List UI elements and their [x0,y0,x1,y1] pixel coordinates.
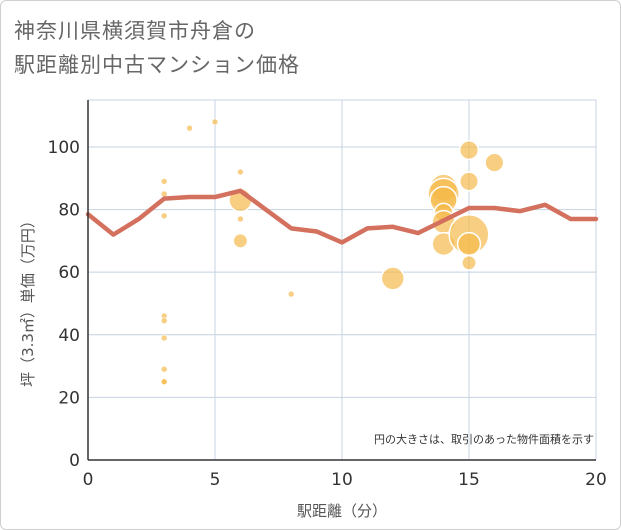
y-tick-label: 20 [58,388,80,408]
x-axis-title: 駅距離（分） [297,502,387,520]
data-bubble [160,178,168,185]
data-bubble [456,231,482,257]
data-bubble [160,334,168,342]
data-bubble [237,215,244,223]
x-tick-label: 15 [458,470,480,490]
data-bubble [186,124,193,132]
data-bubble [380,266,405,291]
x-tick-label: 20 [585,470,607,490]
size-note: 円の大きさは、取引のあった物件面積を示す [374,432,594,446]
data-bubble [232,232,249,249]
data-bubble [458,140,480,161]
y-tick-label: 80 [58,201,80,221]
grid-lines [88,99,597,460]
average-line-layer [85,188,599,245]
y-tick-label: 100 [48,138,80,158]
data-bubble [160,378,168,386]
y-tick-label: 40 [58,326,80,346]
y-tick-label: 60 [58,263,80,283]
data-bubble [160,212,168,220]
data-bubble [160,317,168,324]
y-axis-title: 坪（3.3㎡）単価（万円） [19,213,37,387]
y-tick-label: 0 [69,451,80,471]
average-price-line [85,188,599,245]
chart-title-line1: 神奈川県横須賀市舟倉の [14,19,256,43]
chart-title: 神奈川県横須賀市舟倉の 駅距離別中古マンション価格 [14,14,300,82]
data-bubble [160,365,168,373]
x-tick-label: 5 [210,470,221,490]
data-bubble [287,290,295,298]
bubble-layer [160,118,505,386]
chart-title-line2: 駅距離別中古マンション価格 [14,53,300,77]
data-bubble [237,168,244,176]
data-bubble [458,171,480,192]
data-bubble [461,254,477,271]
axes: 0 5 10 15 20 0 20 40 60 80 100 [48,100,607,490]
data-bubble [484,152,505,173]
data-bubble [211,118,219,126]
x-tick-label: 0 [83,470,94,490]
data-bubble [160,190,168,198]
x-tick-label: 10 [331,470,353,490]
